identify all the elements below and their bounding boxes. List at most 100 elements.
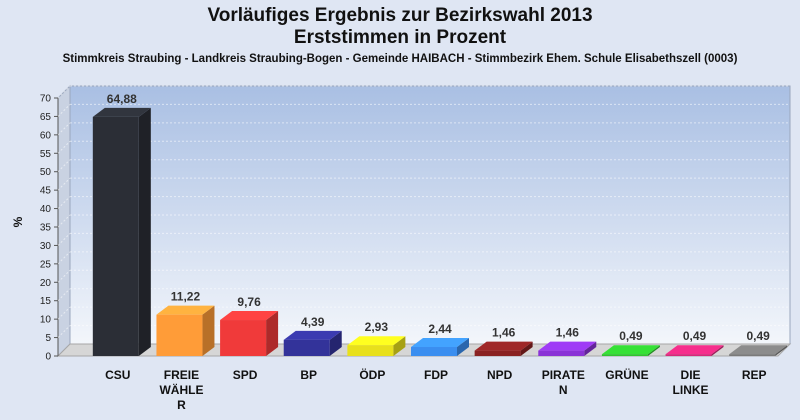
gridline-side [57, 159, 71, 173]
bar-top [665, 345, 724, 355]
x-tick-label: ÖDP [359, 367, 385, 382]
bar-value-label: 1,46 [492, 326, 516, 340]
x-tick-label: DIE [681, 368, 701, 382]
bar [474, 341, 533, 356]
bar-side [520, 341, 533, 356]
x-tick-label: REP [742, 368, 767, 382]
x-tick-label: PIRATE [542, 368, 585, 382]
y-tick-label: 70 [40, 94, 52, 105]
gridline-side [57, 233, 71, 246]
bar-front [156, 314, 203, 356]
x-tick-label: SPD [233, 368, 258, 382]
y-tick-label: 60 [40, 130, 52, 141]
title-block: Vorläufiges Ergebnis zur Bezirkswahl 201… [0, 0, 800, 65]
gridline-side [57, 177, 71, 191]
bar-front [347, 345, 394, 356]
x-tick-label: GRÜNE [605, 367, 648, 382]
bar-front [411, 347, 457, 356]
chart-location: Stimmkreis Straubing - Landkreis Straubi… [62, 53, 738, 65]
bar-top [729, 345, 788, 355]
bar-front [92, 116, 139, 357]
y-tick-label: 25 [40, 259, 52, 270]
y-tick-label: 35 [40, 223, 52, 234]
bar-top [92, 107, 151, 117]
x-tick-label: NPD [487, 368, 513, 382]
bar-value-label: 2,44 [428, 322, 452, 336]
y-tick-label: 50 [40, 167, 52, 178]
y-tick-label: 20 [40, 278, 52, 289]
gridline-side [57, 269, 71, 283]
bar-top [283, 330, 342, 340]
bar-top [220, 311, 279, 321]
bar-front [729, 354, 776, 356]
chart-title: Vorläufiges Ergebnis zur Bezirkswahl 201… [207, 5, 593, 26]
y-tick-label: 0 [45, 352, 51, 363]
bar-value-label: 0,49 [747, 329, 771, 343]
bar-top [347, 336, 406, 346]
bar [729, 345, 788, 356]
bar [347, 336, 406, 356]
x-tick-label: CSU [105, 368, 130, 382]
bar-front [665, 354, 712, 356]
y-axis-label: % [11, 216, 25, 227]
bar-value-label: 0,49 [619, 329, 643, 343]
bar-top [474, 341, 533, 351]
chart-subtitle: Erststimmen in Prozent [293, 27, 507, 48]
bars: 64,88 11,22 9,76 4,39 2,93 2,44 1,46 1,46 0,49 0,… [92, 92, 788, 357]
bar-side [266, 311, 279, 356]
x-tick-label: N [559, 383, 568, 397]
bar-value-label: 9,76 [237, 295, 261, 309]
bar-top [411, 338, 469, 348]
y-tick-label: 30 [40, 241, 52, 252]
x-tick-label: LINKE [673, 383, 709, 397]
bar-value-label: 0,49 [683, 329, 707, 343]
y-tick-label: 15 [40, 296, 52, 307]
bar [220, 311, 279, 356]
bar-value-label: 2,93 [365, 320, 389, 334]
bar-side [138, 107, 151, 357]
bar-front [538, 350, 585, 356]
x-tick-label: FDP [424, 368, 448, 382]
gridline-side [57, 104, 71, 117]
x-tick-label: BP [300, 368, 317, 382]
bar-front [220, 320, 267, 356]
bar-value-label: 64,88 [107, 92, 137, 106]
gridline-side [57, 251, 71, 265]
gridline-side [57, 214, 71, 228]
bar-value-label: 4,39 [301, 315, 325, 329]
bar-front [474, 350, 521, 356]
gridline-side [57, 306, 71, 320]
bar [411, 338, 469, 356]
bar-side [647, 345, 660, 356]
bar [283, 330, 342, 356]
gridline-side [57, 288, 71, 302]
y-tick-label: 10 [40, 315, 52, 326]
y-tick-label: 45 [40, 186, 52, 197]
bar [665, 345, 724, 356]
x-tick-label: WÄHLE [159, 382, 203, 397]
x-tick-label: FREIE [164, 368, 199, 382]
bar [601, 345, 660, 356]
bar-side [457, 338, 469, 356]
bar [156, 305, 215, 356]
bar-top [156, 305, 215, 315]
y-tick-label: 5 [45, 333, 51, 344]
gridline-side [57, 140, 71, 154]
bar-top [538, 341, 597, 351]
y-tick-label: 65 [40, 112, 52, 123]
bar-side [202, 305, 215, 356]
bar-value-label: 11,22 [171, 290, 201, 304]
bar-front [283, 339, 330, 356]
bar-top [601, 345, 660, 355]
gridline-side [57, 325, 71, 338]
bar-side [393, 336, 406, 356]
y-tick-label: 40 [40, 204, 52, 215]
bar [92, 107, 151, 357]
bar-front [601, 354, 648, 356]
bar-side [584, 341, 597, 356]
x-tick-label: R [177, 398, 186, 412]
bar-side [775, 345, 788, 356]
bar [538, 341, 597, 356]
